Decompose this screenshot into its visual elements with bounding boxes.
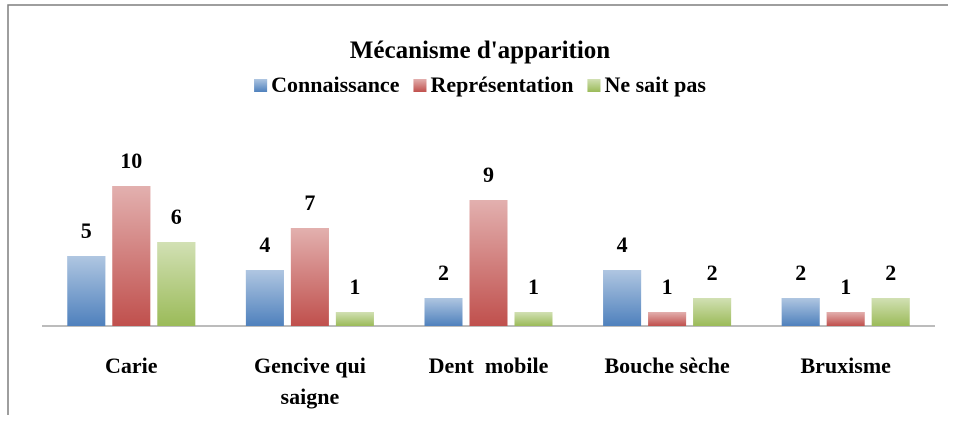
bar-shine <box>290 228 329 326</box>
legend-shine <box>587 79 601 92</box>
value-label: 4 <box>259 232 270 257</box>
value-label: 1 <box>528 274 539 299</box>
bar-shine <box>693 298 732 326</box>
bar-shine <box>157 242 196 326</box>
value-label: 1 <box>662 274 673 299</box>
chart-title: Mécanisme d'apparition <box>350 37 611 64</box>
value-label: 5 <box>81 218 92 243</box>
x-tick-label: Bruxisme <box>800 353 891 378</box>
value-label: 6 <box>171 204 182 229</box>
value-label: 9 <box>483 162 494 187</box>
bar-shine <box>112 186 151 326</box>
legend-label: Connaissance <box>271 72 400 97</box>
x-tick-label: Bouche sèche <box>604 353 730 378</box>
value-label: 2 <box>795 260 806 285</box>
bar-shine <box>603 270 642 326</box>
x-tick-label: Dent mobile <box>429 353 549 378</box>
bar-shine <box>424 298 463 326</box>
bar-shine <box>648 312 687 326</box>
value-label: 2 <box>707 260 718 285</box>
legend: Connaissance Représentation Ne sait pas <box>254 72 706 97</box>
bar-shine <box>335 312 374 326</box>
value-label: 2 <box>885 260 896 285</box>
bar-shine <box>514 312 553 326</box>
bar-shine <box>826 312 865 326</box>
value-label: 1 <box>840 274 851 299</box>
legend-label: Représentation <box>430 72 573 97</box>
bar-shine <box>469 200 508 326</box>
bar-shine <box>245 270 284 326</box>
value-label: 7 <box>304 190 315 215</box>
legend-shine <box>254 79 268 92</box>
legend-shine <box>413 79 427 92</box>
x-tick-label: Carie <box>105 353 158 378</box>
value-label: 1 <box>349 274 360 299</box>
bar-shine <box>781 298 820 326</box>
value-label: 2 <box>438 260 449 285</box>
frame <box>7 4 948 415</box>
value-label: 10 <box>120 148 142 173</box>
value-label: 4 <box>617 232 628 257</box>
legend-label: Ne sait pas <box>604 72 706 97</box>
bar-shine <box>67 256 106 326</box>
x-tick-label: Gencive qui saigne <box>254 353 366 409</box>
bar-shine <box>871 298 910 326</box>
